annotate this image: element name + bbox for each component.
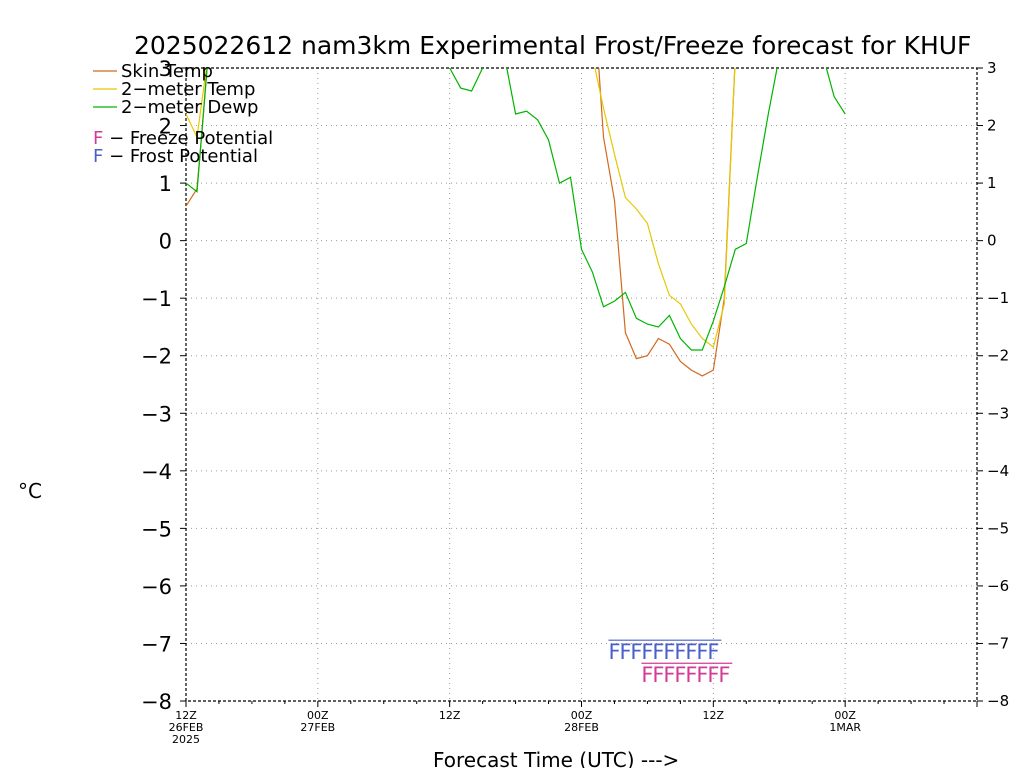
legend-label: 2−meter Dewp — [121, 97, 258, 118]
frost-marker: F — [641, 640, 653, 664]
y-tick-label-right: 0 — [987, 232, 997, 250]
y-tick-label-right: 3 — [987, 59, 997, 77]
frost-marker: F — [674, 640, 686, 664]
y-tick-label-left: 1 — [159, 172, 172, 196]
x-axis-label: Forecast Time (UTC) ---> — [433, 748, 679, 768]
x-tick-label: 1MAR — [829, 721, 861, 734]
frost-marker: F — [652, 640, 664, 664]
freeze-marker: F — [707, 663, 719, 687]
y-tick-label-right: −8 — [987, 692, 1009, 710]
y-tick-label-left: −5 — [141, 517, 172, 541]
x-tick-label: 00Z — [307, 709, 329, 722]
freeze-marker: F — [685, 663, 697, 687]
freeze-marker: F — [696, 663, 708, 687]
frost-marker: F — [707, 640, 719, 664]
x-tick-label: 12Z — [439, 709, 461, 722]
series-lines — [186, 68, 846, 377]
grid-lines — [186, 68, 977, 701]
plot-frame — [185, 67, 978, 702]
y-axis-label: °C — [18, 479, 42, 503]
y-tick-label-right: 2 — [987, 117, 997, 135]
x-tick-label: 2025 — [172, 733, 200, 746]
y-tick-label-right: −5 — [987, 519, 1009, 537]
y-axis-left: 3 2 1 0 −1 −2 −3 −4 −5 −6 −7 −8 — [141, 57, 186, 714]
x-tick-label: 00Z — [834, 709, 856, 722]
legend-label: 2−meter Temp — [121, 79, 255, 100]
y-tick-label-left: −8 — [141, 690, 172, 714]
y-tick-label-left: −4 — [141, 460, 172, 484]
x-tick-label: 12Z — [175, 709, 197, 722]
x-tick-label: 26FEB — [169, 721, 204, 734]
x-tick-label: 00Z — [571, 709, 593, 722]
y-tick-label-right: −7 — [987, 634, 1009, 652]
x-tick-label: 28FEB — [564, 721, 599, 734]
y-tick-label-left: −2 — [141, 345, 172, 369]
frost-marker: F — [685, 640, 697, 664]
series-line-2-meter-dewp — [186, 68, 846, 351]
y-axis-right: 3 2 1 0 −1 −2 −3 −4 −5 −6 −7 −8 — [977, 59, 1009, 710]
chart-title: 2025022612 nam3km Experimental Frost/Fre… — [134, 31, 971, 60]
y-tick-label-left: −3 — [141, 402, 172, 426]
y-tick-label-left: −1 — [141, 287, 172, 311]
y-tick-label-right: −6 — [987, 577, 1009, 595]
y-tick-label-right: −4 — [987, 462, 1009, 480]
frost-marker: F — [663, 640, 675, 664]
potential-legend-item: F − Freeze Potential — [93, 128, 273, 149]
freeze-marker: F — [718, 663, 730, 687]
frost-marker: F — [630, 640, 642, 664]
frost-marker: F — [696, 640, 708, 664]
legend-label: Skin Temp — [121, 61, 213, 82]
freeze-marker: F — [641, 663, 653, 687]
y-tick-label-right: −1 — [987, 289, 1009, 307]
potential-legend-item: F − Frost Potential — [93, 146, 258, 167]
frost-marker: F — [608, 640, 620, 664]
series-line-skin-temp — [186, 68, 736, 377]
y-tick-label-left: 0 — [159, 230, 172, 254]
y-tick-label-left: −6 — [141, 575, 172, 599]
freeze-marker: F — [663, 663, 675, 687]
y-tick-label-right: −2 — [987, 347, 1009, 365]
x-tick-label: 12Z — [703, 709, 725, 722]
y-tick-label-left: −7 — [141, 632, 172, 656]
y-tick-label-right: 1 — [987, 174, 997, 192]
frost-marker: F — [619, 640, 631, 664]
freeze-marker: F — [674, 663, 686, 687]
freeze-marker: F — [652, 663, 664, 687]
y-tick-label-left: 2 — [159, 115, 172, 139]
y-tick-label-left: 3 — [159, 57, 172, 81]
y-tick-label-right: −3 — [987, 404, 1009, 422]
series-line-2-meter-temp — [186, 68, 736, 349]
x-tick-label: 27FEB — [300, 721, 335, 734]
